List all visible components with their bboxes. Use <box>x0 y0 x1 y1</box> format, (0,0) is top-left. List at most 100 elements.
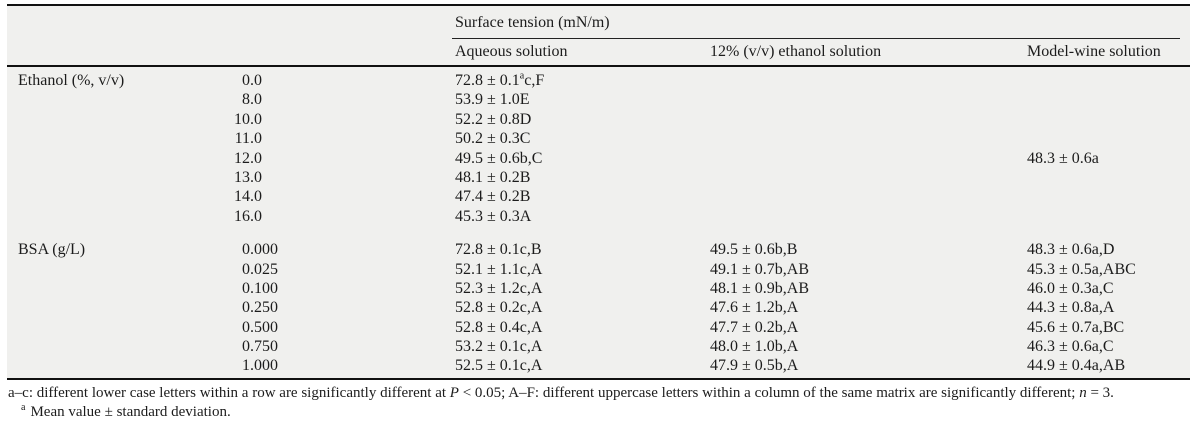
table-row: 16.0 45.3 ± 0.3A <box>7 207 1190 226</box>
dose-value: 0.025 <box>177 260 278 279</box>
dose-integer-part: 13 <box>234 168 250 186</box>
dose-integer-part: 11 <box>234 130 250 148</box>
dose-fraction-part: .0 <box>250 149 262 167</box>
aqueous-solution-value: 49.5 ± 0.6b,C <box>455 149 543 167</box>
surface-tension-table: Surface tension (mN/m) Aqueous solution … <box>7 4 1190 380</box>
table-body: Ethanol (%, v/v) 0.0 72.8 ± 0.1ac,F 8.0 53.9… <box>7 67 1190 378</box>
dose-integer-part: 0 <box>242 260 250 278</box>
italic-symbol: P <box>449 385 459 401</box>
model-wine-solution-value: 46.3 ± 0.6a,C <box>1027 338 1114 356</box>
dose-value: 0.000 <box>177 240 278 259</box>
model-wine-solution-value: 45.6 ± 0.7a,BC <box>1027 318 1125 336</box>
table-row: 8.0 53.9 ± 1.0E <box>7 90 1190 109</box>
col-header-aqueous-solution: Aqueous solution <box>455 43 568 60</box>
table-footnotes: a–c: different lower case letters within… <box>8 384 1190 422</box>
model-wine-solution-value: 45.3 ± 0.5a,ABC <box>1027 260 1136 278</box>
aqueous-solution-value: 52.1 ± 1.1c,A <box>455 260 543 278</box>
aqueous-solution-value: 52.5 ± 0.1c,A <box>455 357 543 375</box>
model-wine-solution-value: 44.3 ± 0.8a,A <box>1027 299 1115 317</box>
dose-fraction-part: .0 <box>250 110 262 128</box>
dose-integer-part: 0 <box>242 241 250 259</box>
model-wine-solution-value: 44.9 ± 0.4a,AB <box>1027 357 1126 375</box>
dose-value: 13.0 <box>177 168 262 187</box>
dose-fraction-part: .500 <box>250 318 278 336</box>
italic-symbol: n <box>1079 385 1087 401</box>
aqueous-solution-value: 52.8 ± 0.4c,A <box>455 318 543 336</box>
dose-fraction-part: .100 <box>250 279 278 297</box>
ethanol12-solution-value: 47.7 ± 0.2b,A <box>710 318 799 336</box>
dose-integer-part: 0 <box>242 279 250 297</box>
dose-fraction-part: .0 <box>250 72 262 89</box>
ethanol12-solution-value: 49.1 ± 0.7b,AB <box>710 260 810 278</box>
table-row: 11.0 50.2 ± 0.3C <box>7 129 1190 148</box>
table-row: 10.0 52.2 ± 0.8D <box>7 110 1190 129</box>
model-wine-solution-value: 46.0 ± 0.3a,C <box>1027 279 1114 297</box>
dose-fraction-part: .0 <box>250 91 262 109</box>
aqueous-solution-value: 52.2 ± 0.8D <box>455 110 532 128</box>
dose-integer-part: 0 <box>242 299 250 317</box>
dose-fraction-part: .000 <box>250 241 278 259</box>
dose-fraction-part: .0 <box>250 130 262 148</box>
dose-integer-part: 10 <box>234 110 250 128</box>
aqueous-solution-value: 47.4 ± 0.2B <box>455 188 531 206</box>
aqueous-solution-value: 50.2 ± 0.3C <box>455 130 531 148</box>
table-row: 0.250 52.8 ± 0.2c,A 47.6 ± 1.2b,A 44.3 ± 0.… <box>7 298 1190 317</box>
dose-fraction-part: .250 <box>250 299 278 317</box>
dose-fraction-part: .0 <box>250 188 262 206</box>
table-row: 12.0 49.5 ± 0.6b,C 48.3 ± 0.6a <box>7 149 1190 168</box>
aqueous-solution-value: 52.3 ± 1.2c,A <box>455 279 543 297</box>
dose-fraction-part: .0 <box>250 168 262 186</box>
ethanol12-solution-value: 47.9 ± 0.5b,A <box>710 357 799 375</box>
aqueous-solution-value: 45.3 ± 0.3A <box>455 207 532 225</box>
dose-value: 0.250 <box>177 298 278 317</box>
ethanol12-solution-value: 49.5 ± 0.6b,B <box>710 241 798 259</box>
model-wine-solution-value: 48.3 ± 0.6a,D <box>1027 241 1115 259</box>
dose-value: 8.0 <box>177 90 262 109</box>
model-wine-solution-value: 48.3 ± 0.6a <box>1027 149 1099 167</box>
table-row: 13.0 48.1 ± 0.2B <box>7 168 1190 187</box>
table-row: 0.100 52.3 ± 1.2c,A 48.1 ± 0.9b,AB 46.0 ± 0… <box>7 279 1190 298</box>
dose-fraction-part: .750 <box>250 338 278 356</box>
col-header-model-wine-solution: Model-wine solution <box>1027 43 1161 60</box>
dose-value: 11.0 <box>177 129 262 148</box>
table-row: 1.000 52.5 ± 0.1c,A 47.9 ± 0.5b,A 44.9 ± 0.… <box>7 356 1190 375</box>
aqueous-solution-value: 48.1 ± 0.2B <box>455 168 531 186</box>
table-row: 0.750 53.2 ± 0.1c,A 48.0 ± 1.0b,A 46.3 ± 0.… <box>7 337 1190 356</box>
dose-value: 16.0 <box>177 207 262 226</box>
dose-fraction-part: .025 <box>250 260 278 278</box>
superscript-note-marker: a <box>21 402 26 413</box>
ethanol12-solution-value: 48.0 ± 1.0b,A <box>710 338 799 356</box>
table-column-headers: Aqueous solution 12% (v/v) ethanol solut… <box>7 39 1190 67</box>
table-row: BSA (g/L) 0.000 72.8 ± 0.1c,B 49.5 ± 0.6b,B… <box>7 240 1190 259</box>
table-row: Ethanol (%, v/v) 0.0 72.8 ± 0.1ac,F <box>7 71 1190 90</box>
dose-value: 0.0 <box>177 71 262 90</box>
table-row: 0.500 52.8 ± 0.4c,A 47.7 ± 0.2b,A 45.6 ± 0.… <box>7 318 1190 337</box>
ethanol12-solution-value: 48.1 ± 0.9b,AB <box>710 279 810 297</box>
row-group-label: Ethanol (%, v/v) <box>18 72 125 89</box>
aqueous-solution-value: 72.8 ± 0.1c,B <box>455 241 542 259</box>
dose-integer-part: 14 <box>234 188 250 206</box>
dose-value: 1.000 <box>177 356 278 375</box>
aqueous-solution-value: 72.8 ± 0.1ac,F <box>455 70 545 89</box>
aqueous-solution-value: 53.9 ± 1.0E <box>455 91 530 109</box>
dose-value: 0.100 <box>177 279 278 298</box>
dose-integer-part: 1 <box>242 357 250 375</box>
group-gap <box>7 226 1190 240</box>
dose-fraction-part: .000 <box>250 357 278 375</box>
dose-value: 0.500 <box>177 318 278 337</box>
dose-fraction-part: .0 <box>250 207 262 225</box>
aqueous-solution-value: 53.2 ± 0.1c,A <box>455 338 543 356</box>
ethanol12-solution-value: 47.6 ± 1.2b,A <box>710 299 799 317</box>
row-group-label: BSA (g/L) <box>18 241 86 259</box>
footnote-significance: a–c: different lower case letters within… <box>8 385 1114 401</box>
col-header-12-ethanol-solution: 12% (v/v) ethanol solution <box>710 43 882 60</box>
dose-value: 0.750 <box>177 337 278 356</box>
dose-value: 10.0 <box>177 110 262 129</box>
dose-value: 12.0 <box>177 149 262 168</box>
dose-integer-part: 8 <box>242 91 250 109</box>
dose-integer-part: 12 <box>234 149 250 167</box>
dose-integer-part: 0 <box>242 338 250 356</box>
dose-value: 14.0 <box>177 187 262 206</box>
table-span-header: Surface tension (mN/m) <box>452 6 1180 39</box>
